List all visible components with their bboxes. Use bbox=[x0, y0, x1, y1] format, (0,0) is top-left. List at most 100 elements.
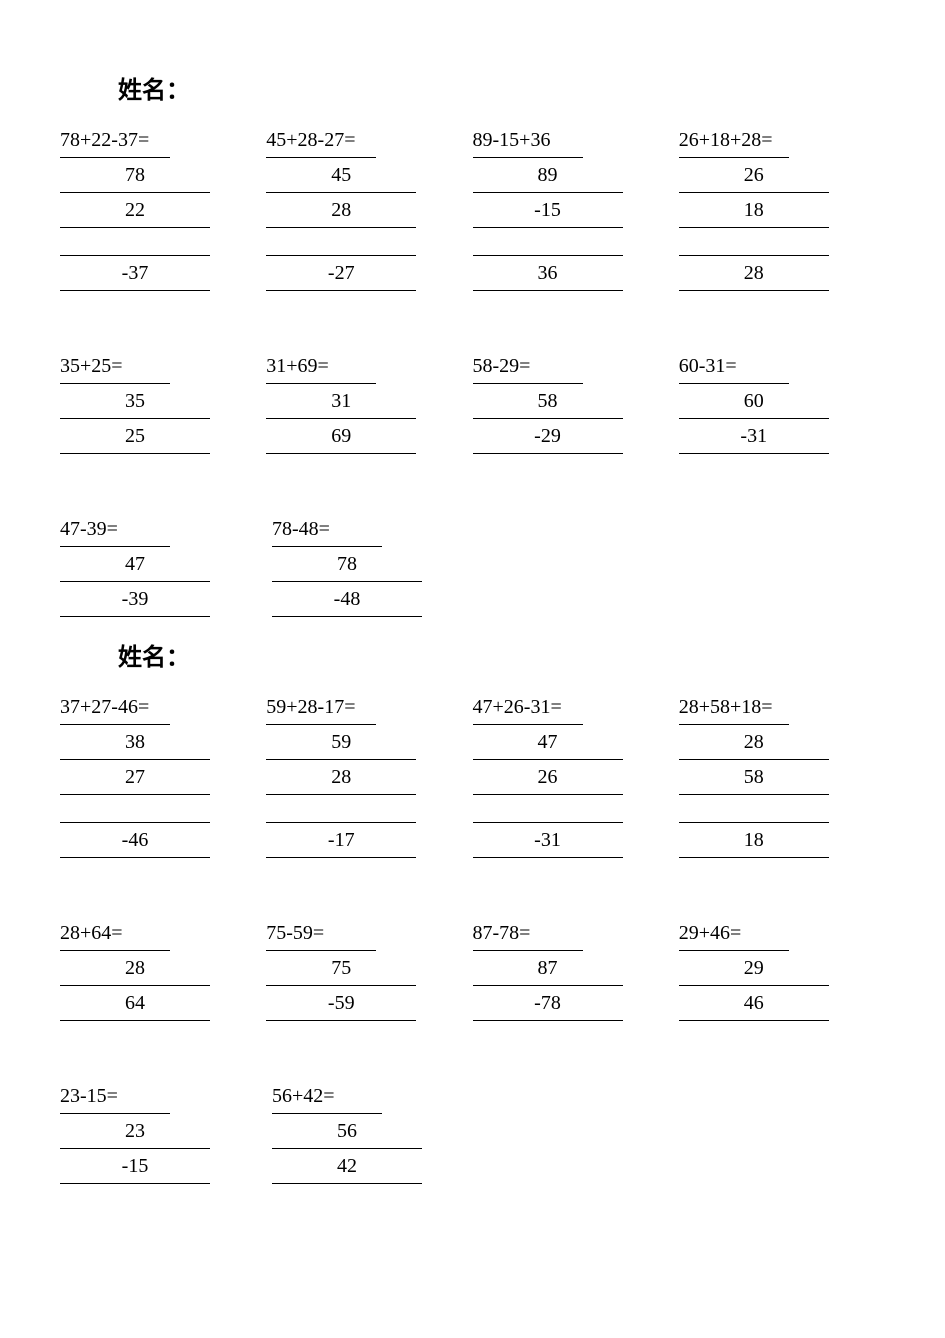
math-problem: 28+58+18= 28 58 18 bbox=[679, 692, 885, 858]
calc-line: -15 bbox=[60, 1149, 210, 1184]
calc-line: -31 bbox=[473, 823, 623, 858]
problem-expression: 59+28-17= bbox=[266, 692, 376, 725]
calc-line-blank bbox=[473, 228, 623, 256]
math-problem: 23-15= 23 -15 bbox=[60, 1081, 272, 1184]
math-problem: 78+22-37= 78 22 -37 bbox=[60, 125, 266, 291]
problem-row: 23-15= 23 -15 56+42= 56 42 bbox=[60, 1081, 885, 1184]
problem-expression: 78-48= bbox=[272, 514, 382, 547]
calc-line-blank bbox=[60, 795, 210, 823]
calc-line-blank bbox=[266, 795, 416, 823]
calc-line: -46 bbox=[60, 823, 210, 858]
problem-row: 28+64= 28 64 75-59= 75 -59 87-78= 87 -78… bbox=[60, 918, 885, 1021]
math-problem: 29+46= 29 46 bbox=[679, 918, 885, 1021]
calc-line: 36 bbox=[473, 256, 623, 291]
calc-line-blank bbox=[473, 795, 623, 823]
calc-line: -78 bbox=[473, 986, 623, 1021]
calc-line: 35 bbox=[60, 384, 210, 419]
calc-line: 58 bbox=[473, 384, 623, 419]
math-problem: 59+28-17= 59 28 -17 bbox=[266, 692, 472, 858]
math-problem: 60-31= 60 -31 bbox=[679, 351, 885, 454]
worksheet-section: 姓名： 37+27-46= 38 27 -46 59+28-17= 59 28 … bbox=[60, 637, 885, 1184]
calc-line: -59 bbox=[266, 986, 416, 1021]
math-problem: 47-39= 47 -39 bbox=[60, 514, 272, 617]
calc-line: -48 bbox=[272, 582, 422, 617]
math-problem: 31+69= 31 69 bbox=[266, 351, 472, 454]
calc-line: 46 bbox=[679, 986, 829, 1021]
problem-expression: 29+46= bbox=[679, 918, 789, 951]
problem-expression: 26+18+28= bbox=[679, 125, 789, 158]
calc-line: 78 bbox=[60, 158, 210, 193]
problem-expression: 58-29= bbox=[473, 351, 583, 384]
calc-line-blank bbox=[679, 228, 829, 256]
calc-line: 26 bbox=[473, 760, 623, 795]
calc-line: 27 bbox=[60, 760, 210, 795]
problem-row: 35+25= 35 25 31+69= 31 69 58-29= 58 -29 … bbox=[60, 351, 885, 454]
calc-line: -31 bbox=[679, 419, 829, 454]
math-problem: 78-48= 78 -48 bbox=[272, 514, 484, 617]
calc-line: 31 bbox=[266, 384, 416, 419]
calc-line: 28 bbox=[266, 760, 416, 795]
problem-expression: 75-59= bbox=[266, 918, 376, 951]
worksheet-page: 姓名： 78+22-37= 78 22 -37 45+28-27= 45 28 … bbox=[0, 0, 945, 1234]
math-problem: 87-78= 87 -78 bbox=[473, 918, 679, 1021]
calc-line: 75 bbox=[266, 951, 416, 986]
calc-line: 47 bbox=[473, 725, 623, 760]
calc-line: 42 bbox=[272, 1149, 422, 1184]
problem-expression: 47+26-31= bbox=[473, 692, 583, 725]
problem-expression: 23-15= bbox=[60, 1081, 170, 1114]
calc-line: -37 bbox=[60, 256, 210, 291]
problem-row: 78+22-37= 78 22 -37 45+28-27= 45 28 -27 … bbox=[60, 125, 885, 291]
calc-line: 87 bbox=[473, 951, 623, 986]
math-problem: 28+64= 28 64 bbox=[60, 918, 266, 1021]
calc-line: 47 bbox=[60, 547, 210, 582]
math-problem: 75-59= 75 -59 bbox=[266, 918, 472, 1021]
calc-line: 26 bbox=[679, 158, 829, 193]
problem-expression: 60-31= bbox=[679, 351, 789, 384]
problem-expression: 28+64= bbox=[60, 918, 170, 951]
math-problem: 56+42= 56 42 bbox=[272, 1081, 484, 1184]
calc-line: 28 bbox=[679, 725, 829, 760]
calc-line: 89 bbox=[473, 158, 623, 193]
math-problem: 26+18+28= 26 18 28 bbox=[679, 125, 885, 291]
calc-line: 56 bbox=[272, 1114, 422, 1149]
math-problem: 35+25= 35 25 bbox=[60, 351, 266, 454]
calc-line: 64 bbox=[60, 986, 210, 1021]
problem-row: 47-39= 47 -39 78-48= 78 -48 bbox=[60, 514, 885, 617]
calc-line: 23 bbox=[60, 1114, 210, 1149]
problem-expression: 45+28-27= bbox=[266, 125, 376, 158]
problem-expression: 87-78= bbox=[473, 918, 583, 951]
problem-expression: 37+27-46= bbox=[60, 692, 170, 725]
problem-row: 37+27-46= 38 27 -46 59+28-17= 59 28 -17 … bbox=[60, 692, 885, 858]
problem-expression: 78+22-37= bbox=[60, 125, 170, 158]
calc-line: 25 bbox=[60, 419, 210, 454]
calc-line-blank bbox=[679, 795, 829, 823]
problem-expression: 56+42= bbox=[272, 1081, 382, 1114]
calc-line: -27 bbox=[266, 256, 416, 291]
calc-line: 58 bbox=[679, 760, 829, 795]
calc-line: 18 bbox=[679, 193, 829, 228]
math-problem: 58-29= 58 -29 bbox=[473, 351, 679, 454]
calc-line: 28 bbox=[679, 256, 829, 291]
calc-line: 18 bbox=[679, 823, 829, 858]
calc-line: 78 bbox=[272, 547, 422, 582]
problem-expression: 47-39= bbox=[60, 514, 170, 547]
math-problem: 45+28-27= 45 28 -27 bbox=[266, 125, 472, 291]
calc-line: -29 bbox=[473, 419, 623, 454]
calc-line: 59 bbox=[266, 725, 416, 760]
problem-expression: 35+25= bbox=[60, 351, 170, 384]
calc-line: 38 bbox=[60, 725, 210, 760]
math-problem: 47+26-31= 47 26 -31 bbox=[473, 692, 679, 858]
problem-expression: 28+58+18= bbox=[679, 692, 789, 725]
calc-line: 22 bbox=[60, 193, 210, 228]
calc-line: -39 bbox=[60, 582, 210, 617]
calc-line: 28 bbox=[266, 193, 416, 228]
worksheet-section: 姓名： 78+22-37= 78 22 -37 45+28-27= 45 28 … bbox=[60, 70, 885, 617]
math-problem: 89-15+36 89 -15 36 bbox=[473, 125, 679, 291]
calc-line: 29 bbox=[679, 951, 829, 986]
calc-line: -15 bbox=[473, 193, 623, 228]
calc-line: 45 bbox=[266, 158, 416, 193]
math-problem: 37+27-46= 38 27 -46 bbox=[60, 692, 266, 858]
problem-expression: 31+69= bbox=[266, 351, 376, 384]
calc-line: 69 bbox=[266, 419, 416, 454]
problem-expression: 89-15+36 bbox=[473, 125, 583, 158]
